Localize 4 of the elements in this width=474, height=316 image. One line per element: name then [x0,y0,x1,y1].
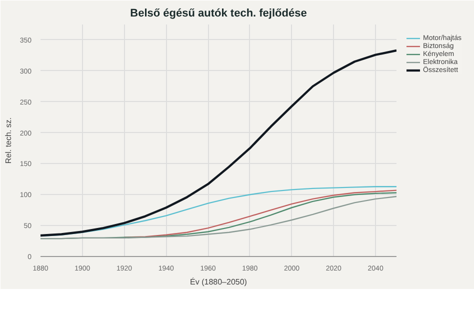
line-series [40,49,396,237]
x-axis-title: Év (1880–2050) [190,278,248,286]
chart-title: Belső égésű autók tech. fejlődése [130,8,307,20]
y-axis-title: Rel. tech. sz. [4,117,13,164]
